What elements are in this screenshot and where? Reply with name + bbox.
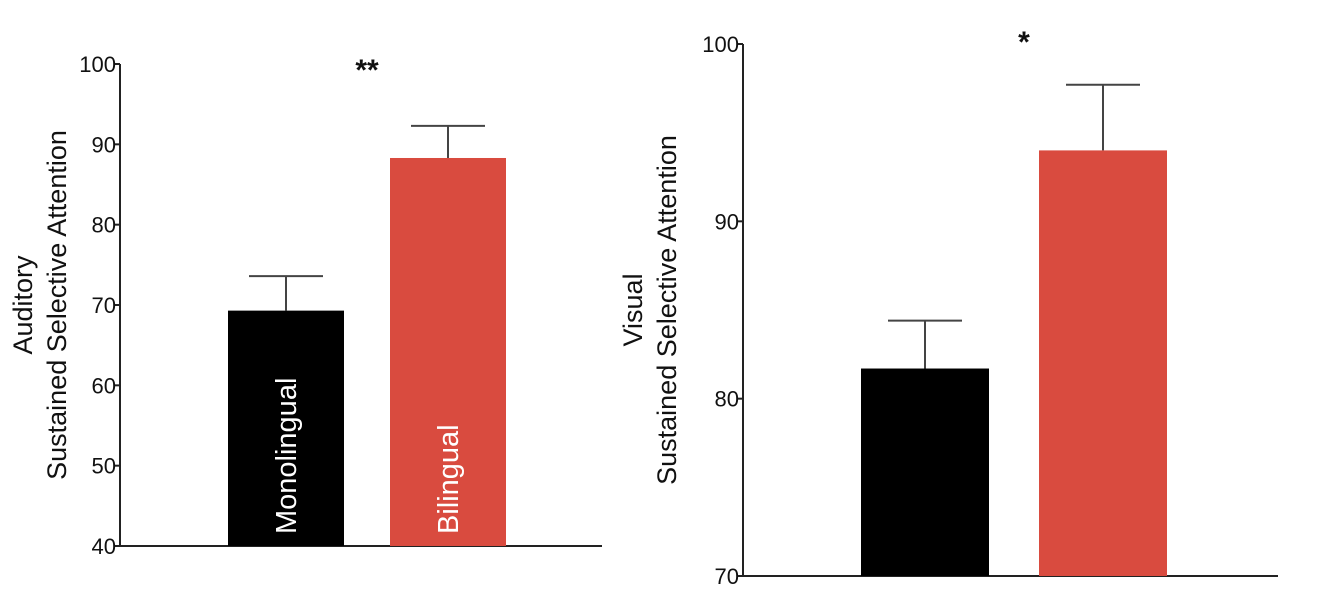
chart-1-ylabel-line-2: Sustained Selective Attention bbox=[42, 130, 72, 480]
chart-2-tick-label: 90 bbox=[715, 209, 739, 234]
chart-2-bar-bilingual bbox=[1039, 150, 1167, 576]
chart-1-tick-label: 60 bbox=[92, 373, 116, 398]
chart-1-tick-label: 80 bbox=[92, 213, 116, 238]
chart-2-significance-marker: * bbox=[1018, 26, 1030, 59]
chart-2-bar-monolingual bbox=[861, 368, 989, 576]
chart-1-bar-label-bilingual: Bilingual bbox=[433, 424, 465, 534]
chart-2-ylabel-line-2: Sustained Selective Attention bbox=[652, 135, 682, 485]
chart-1-ylabel-line-1: Auditory bbox=[8, 255, 38, 355]
chart-2-tick-label: 80 bbox=[715, 387, 739, 412]
chart-1-bar-label-monolingual: Monolingual bbox=[271, 378, 303, 534]
chart-1-significance-marker: ** bbox=[355, 54, 379, 87]
chart-2-tick-label: 100 bbox=[702, 32, 739, 57]
chart-1-bar-bilingual bbox=[390, 157, 506, 547]
chart-1-tick-label: 40 bbox=[92, 534, 116, 559]
chart-1-tick-label: 100 bbox=[79, 52, 116, 77]
chart-1-tick-label: 90 bbox=[92, 132, 116, 157]
chart-1-tick-label: 50 bbox=[92, 454, 116, 479]
chart-2-ylabel-line-1: Visual bbox=[618, 273, 648, 346]
chart-1-bar-monolingual bbox=[228, 310, 344, 546]
chart-2-tick-label: 70 bbox=[715, 564, 739, 589]
chart-1-tick-label: 70 bbox=[92, 293, 116, 318]
